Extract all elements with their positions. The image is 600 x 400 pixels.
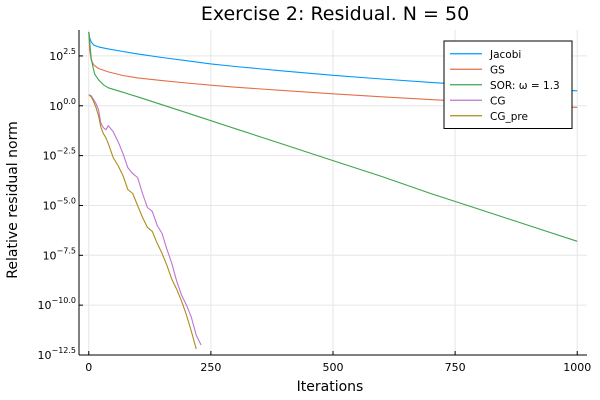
series-line-2 [88,31,578,108]
legend-label: SOR: ω = 1.3 [490,80,560,92]
series-line-3 [88,31,578,242]
y-tick-label: 100.0 [49,97,76,113]
y-tick-label: 10−2.5 [43,147,76,163]
y-tick-label: 10−10.0 [37,296,76,312]
series-line-4 [88,94,202,346]
legend-label: CG [490,95,505,107]
x-tick-label: 750 [445,361,466,374]
y-tick-label: 10−7.5 [43,246,76,262]
x-tick-label: 0 [85,361,92,374]
axes [78,30,587,356]
x-axis-label: Iterations [297,379,364,395]
tick-labels: 0 250 500 750 1000 102.5 100.0 10−2.5 10−5.0 10−7… [37,47,591,374]
x-tick-label: 1000 [563,361,591,374]
grid [79,30,587,356]
legend: Jacobi GS SOR: ω = 1.3 CG CG_pre [443,40,573,129]
y-axis-label: Relative residual norm [5,121,21,278]
y-tick-label: 10−5.0 [43,196,76,212]
chart-title: Exercise 2: Residual. N = 50 [201,3,469,25]
series-line-5 [88,94,197,350]
legend-label: GS [490,64,505,76]
legend-label: CG_pre [490,111,528,123]
y-tick-label: 10−12.5 [37,346,76,362]
x-tick-label: 250 [200,361,221,374]
series-lines [88,31,578,350]
legend-label: Jacobi [489,49,521,61]
series-line-1 [88,31,578,92]
y-tick-label: 102.5 [49,47,76,63]
x-tick-label: 500 [323,361,344,374]
